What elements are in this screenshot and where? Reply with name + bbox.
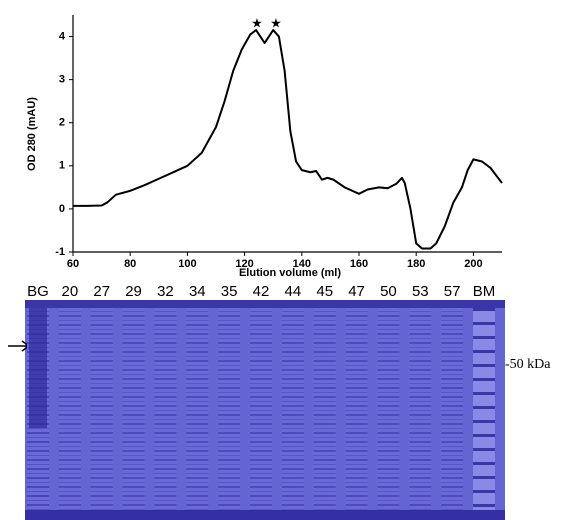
x-tick-label: 180 (407, 258, 425, 270)
lane-label: 32 (157, 283, 174, 300)
lane-label: 35 (221, 283, 238, 300)
lane-label: 53 (412, 283, 429, 300)
lane-label: 27 (93, 283, 110, 300)
marker-label: -50 kDa (505, 357, 551, 372)
x-tick-label: 200 (464, 258, 482, 270)
gel-lane (90, 308, 113, 510)
lane-label: 44 (285, 283, 302, 300)
gel-lane (122, 308, 145, 510)
gel-lane (473, 308, 495, 510)
x-tick-label: 100 (178, 258, 196, 270)
peak-star: ★ (251, 15, 263, 30)
gel-lane (377, 308, 400, 510)
gel-well-row (25, 300, 505, 308)
gel-dye-front (25, 510, 505, 520)
gel-lane (409, 308, 432, 510)
gel-lane (313, 308, 336, 510)
lane-label: 29 (125, 283, 142, 300)
lane-label: 34 (189, 283, 206, 300)
gel-lane (186, 308, 209, 510)
gel-lane-smear (29, 308, 47, 428)
lane-label: 57 (444, 283, 461, 300)
x-axis-title: Elution volume (ml) (239, 267, 341, 279)
gel-lane (441, 308, 464, 510)
y-tick-label: 1 (59, 160, 65, 172)
lane-label: 50 (380, 283, 397, 300)
lane-label: BM (473, 283, 496, 300)
y-tick-label: 2 (59, 117, 65, 129)
gel-lane (345, 308, 368, 510)
x-tick-label: 160 (350, 258, 368, 270)
gel-lane (281, 308, 304, 510)
x-tick-label: 120 (235, 258, 253, 270)
sds-page-gel: -50 kDa BG 20 27 29 32 34 35 42 44 45 47 50 53 57 BM (8, 283, 551, 520)
y-tick-label: -1 (55, 246, 65, 258)
y-axis-title: OD 280 (mAU) (26, 97, 38, 171)
x-tick-label: 80 (124, 258, 136, 270)
lane-label: 42 (253, 283, 270, 300)
peak-star: ★ (270, 15, 282, 30)
chromatogram: Elution volume (ml) OD 280 (mAU) ★ ★ 60 8… (26, 15, 503, 279)
x-tick-label: 60 (67, 258, 79, 270)
x-tick-label: 140 (293, 258, 311, 270)
lane-label: 20 (62, 283, 79, 300)
lane-label: BG (27, 283, 49, 300)
gel-lane (250, 308, 272, 510)
y-tick-label: 4 (59, 30, 66, 42)
y-tick-label: 3 (59, 74, 65, 86)
gel-lane (218, 308, 241, 510)
gel-lane (154, 308, 177, 510)
lane-label: 45 (316, 283, 333, 300)
lane-label: 47 (348, 283, 365, 300)
line-series (73, 29, 503, 250)
gel-lane (58, 308, 81, 510)
y-tick-label: 0 (59, 203, 65, 215)
